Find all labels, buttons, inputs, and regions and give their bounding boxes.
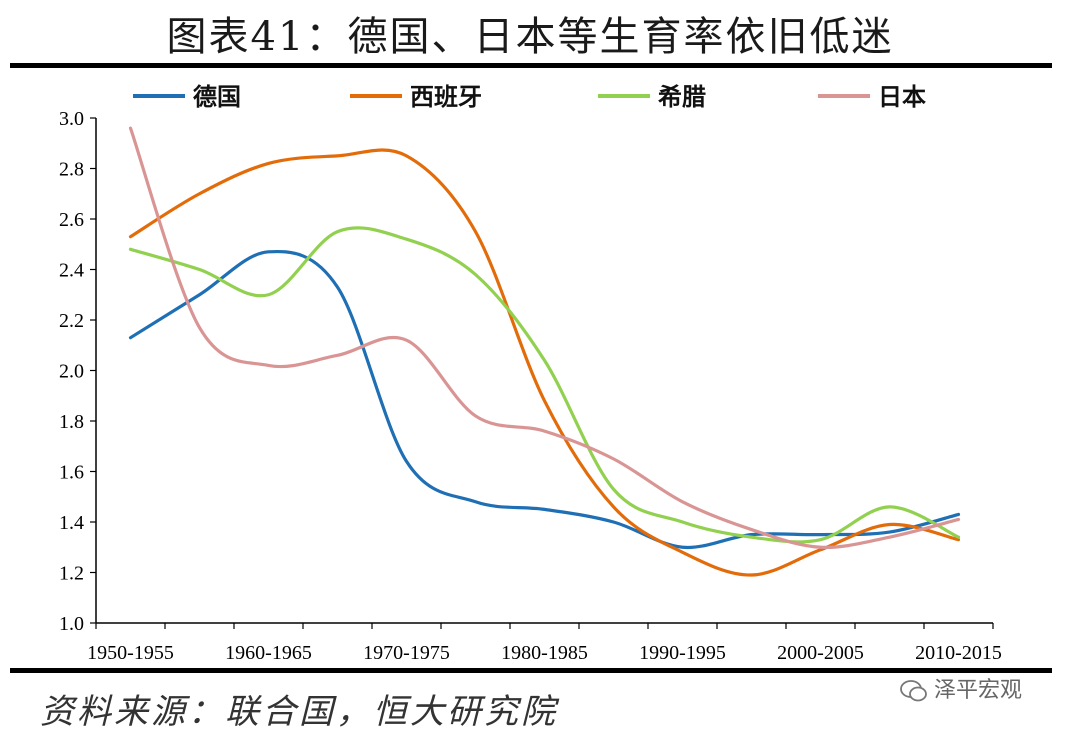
x-tick-label: 1980-1985 xyxy=(501,642,588,664)
x-tick-label: 2010-2015 xyxy=(915,642,1002,664)
series-line-1 xyxy=(128,249,961,550)
top-rule xyxy=(10,63,1052,68)
y-tick-label: 2.8 xyxy=(59,159,84,181)
legend-label: 西班牙 xyxy=(410,83,482,111)
x-tick-label: 2000-2005 xyxy=(777,642,864,664)
y-tick-label: 1.6 xyxy=(59,462,84,484)
wechat-icon xyxy=(900,680,927,702)
series-line-2 xyxy=(128,148,961,577)
series-lines xyxy=(128,126,961,577)
legend-label: 希腊 xyxy=(658,83,706,111)
y-tick-label: 1.0 xyxy=(59,613,84,635)
chart-title: 图表41：德国、日本等生育率依旧低迷 xyxy=(166,14,894,60)
x-tick-label: 1990-1995 xyxy=(639,642,726,664)
x-tick-label: 1970-1975 xyxy=(363,642,450,664)
y-tick-label: 2.2 xyxy=(59,310,84,332)
series-line-4 xyxy=(128,126,961,549)
legend-label: 德国 xyxy=(193,83,241,111)
y-tick-label: 1.8 xyxy=(59,411,84,433)
x-tick-label: 1960-1965 xyxy=(225,642,312,664)
source-note: 资料来源：联合国，恒大研究院 xyxy=(40,692,558,732)
y-tick-label: 2.0 xyxy=(59,361,84,383)
x-tick-label: 1950-1955 xyxy=(87,642,174,664)
legend: 德国 西班牙 希腊 日本 xyxy=(133,83,926,111)
bottom-rule xyxy=(10,668,1052,673)
series-line-3 xyxy=(128,226,961,544)
y-tick-label: 1.2 xyxy=(59,563,84,585)
legend-label: 日本 xyxy=(878,83,926,111)
watermark-text: 泽平宏观 xyxy=(934,678,1023,703)
y-tick-label: 3.0 xyxy=(59,108,84,130)
y-tick-label: 1.4 xyxy=(59,512,84,534)
watermark: 泽平宏观 xyxy=(900,672,1022,704)
y-tick-label: 2.4 xyxy=(59,260,84,282)
y-tick-label: 2.6 xyxy=(59,209,84,231)
axes: 1.0 1.2 1.4 1.6 1.8 2.0 2.2 2.4 2.6 2.8 3.0 1950-19… xyxy=(59,108,1002,664)
